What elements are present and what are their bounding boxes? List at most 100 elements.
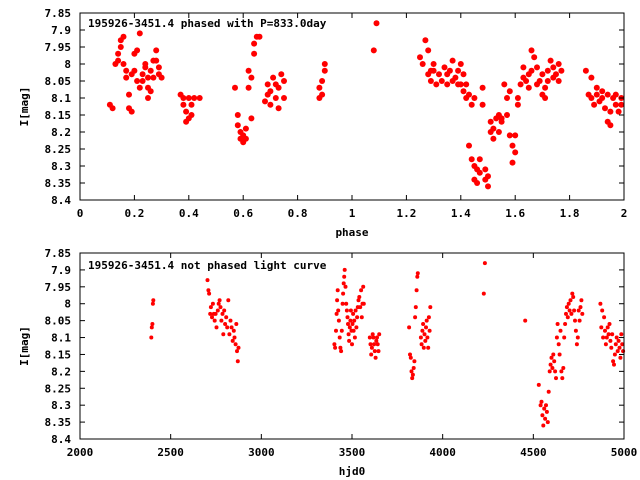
- unphased-data-point: [206, 288, 211, 293]
- unphased-y-tick-label: 8.2: [51, 365, 71, 378]
- phased-data-point: [370, 47, 377, 54]
- phased-data-point: [607, 122, 614, 129]
- unphased-data-point: [569, 311, 574, 316]
- phased-y-tick-label: 8.1: [51, 92, 71, 105]
- unphased-data-point: [608, 338, 613, 343]
- phased-data-point: [534, 64, 540, 71]
- unphased-data-point: [415, 271, 420, 276]
- phased-data-point: [593, 91, 600, 98]
- phased-data-point: [256, 33, 263, 40]
- phased-data-point: [262, 98, 268, 105]
- phased-data-point: [270, 74, 277, 81]
- unphased-data-point: [370, 332, 375, 337]
- phased-data-point: [523, 78, 530, 84]
- phased-data-point: [275, 105, 282, 112]
- phased-data-point: [460, 88, 467, 95]
- unphased-data-point: [612, 362, 616, 367]
- phased-data-point: [188, 101, 195, 108]
- phased-data-point: [136, 84, 143, 91]
- unphased-data-point: [212, 318, 217, 323]
- unphased-data-point: [333, 345, 338, 350]
- phased-data-point: [234, 112, 241, 118]
- phased-data-point: [417, 54, 423, 61]
- phased-data-point: [128, 108, 135, 115]
- unphased-y-tick-label: 8.35: [45, 416, 72, 429]
- unphased-data-point: [233, 342, 238, 347]
- unphased-data-point: [538, 403, 543, 408]
- phased-data-point: [509, 142, 516, 149]
- phased-data-point: [593, 84, 600, 91]
- unphased-data-point: [351, 311, 356, 316]
- unphased-data-point: [368, 342, 373, 347]
- unphased-data-point: [421, 322, 426, 326]
- phased-data-point: [485, 183, 491, 190]
- phased-y-tick-label: 8.25: [45, 143, 72, 156]
- unphased-data-point: [615, 349, 620, 354]
- phased-data-point: [373, 20, 380, 27]
- unphased-data-point: [547, 369, 552, 374]
- phased-data-point: [476, 169, 483, 176]
- unphased-data-point: [564, 305, 569, 310]
- unphased-data-point: [350, 322, 355, 326]
- unphased-data-point: [224, 315, 229, 320]
- phased-data-point: [582, 67, 589, 74]
- phased-data-point: [139, 78, 146, 84]
- phased-data-point: [528, 47, 535, 54]
- phased-x-tick-label: 1.4: [451, 207, 471, 220]
- phased-data-point: [321, 61, 328, 67]
- phased-data-point: [536, 78, 543, 84]
- phased-data-point: [553, 71, 559, 78]
- phased-data-point: [506, 88, 513, 95]
- phased-data-point: [504, 112, 510, 118]
- unphased-data-point: [214, 325, 219, 330]
- unphased-data-point: [612, 352, 617, 357]
- unphased-data-point: [545, 420, 550, 425]
- unphased-data-point: [372, 342, 377, 347]
- phased-data-point: [188, 112, 195, 118]
- phased-data-point: [550, 64, 557, 71]
- unphased-data-point: [227, 332, 232, 337]
- unphased-data-point: [340, 301, 345, 306]
- phased-data-point: [509, 159, 516, 166]
- phased-data-point: [490, 135, 497, 142]
- unphased-data-points: [149, 261, 626, 428]
- phased-data-point: [134, 47, 141, 54]
- unphased-data-point: [228, 318, 233, 323]
- phased-data-point: [539, 71, 546, 78]
- unphased-data-point: [339, 328, 344, 333]
- unphased-data-point: [546, 389, 551, 394]
- unphased-data-point: [617, 345, 622, 350]
- phased-data-point: [115, 50, 122, 57]
- phased-data-point: [272, 95, 279, 101]
- phased-data-point: [615, 108, 622, 115]
- unphased-data-point: [234, 322, 239, 326]
- unphased-x-tick-label: 3000: [248, 446, 275, 459]
- phased-data-point: [446, 67, 453, 74]
- unphased-data-point: [423, 338, 428, 343]
- phased-data-point: [436, 71, 442, 78]
- phased-data-point: [599, 95, 606, 101]
- unphased-data-point: [229, 325, 234, 330]
- unphased-data-point: [566, 301, 571, 306]
- phased-data-point: [139, 71, 146, 78]
- unphased-data-point: [342, 267, 347, 272]
- unphased-y-tick-label: 8.3: [51, 399, 71, 412]
- phased-x-tick-label: 0.2: [124, 207, 144, 220]
- phased-data-point: [474, 180, 481, 186]
- unphased-data-point: [419, 342, 424, 347]
- unphased-data-point: [343, 284, 348, 289]
- unphased-data-point: [332, 342, 337, 347]
- unphased-data-point: [374, 338, 379, 343]
- unphased-data-point: [344, 301, 349, 306]
- phased-data-point: [425, 47, 432, 54]
- unphased-data-point: [338, 345, 343, 350]
- unphased-data-point: [611, 359, 616, 364]
- phased-data-point: [248, 115, 255, 122]
- phased-data-point: [153, 57, 160, 64]
- unphased-data-point: [413, 315, 418, 320]
- phased-data-point: [514, 101, 521, 108]
- phased-data-point: [245, 84, 252, 91]
- unphased-data-point: [609, 345, 614, 350]
- phased-data-point: [245, 67, 252, 74]
- phased-y-tick-label: 7.85: [45, 7, 72, 20]
